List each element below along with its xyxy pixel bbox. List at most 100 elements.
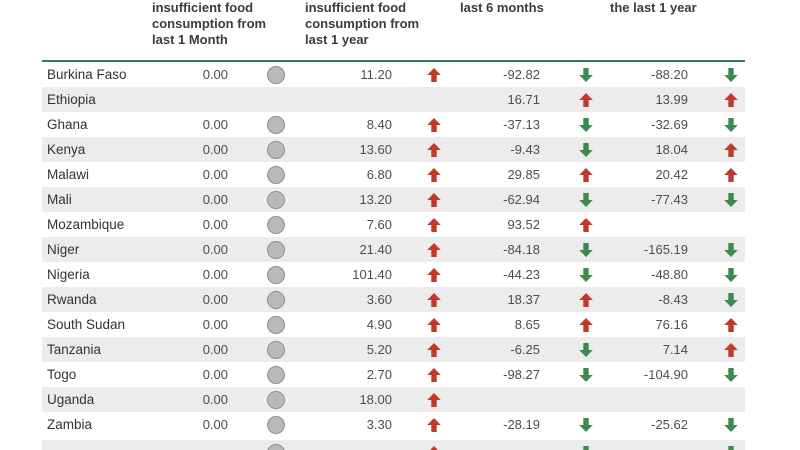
gray-circle-icon [267,415,285,434]
country-cell: Niger [47,242,80,257]
trend-icon-cell [688,317,745,333]
gray-circle-icon [267,443,285,450]
value-cell-last-year: 18.00 [359,392,392,407]
gray-circle-icon [267,265,285,284]
trend-icon-cell [228,215,324,234]
trend-icon-cell [228,443,324,450]
value-cell-6-months: -6.25 [510,342,540,357]
trend-icon-cell [392,445,476,450]
trend-icon-cell [392,67,476,83]
table-row: Mozambique 0.00 7.60 93.52 [42,212,745,237]
value-cell-1-year: -8.43 [658,292,688,307]
green-down-arrow-icon [723,417,739,433]
table-row: Tanzania 0.00 5.20 -6.25 7.14 [42,337,745,362]
country-cell: Ethiopia [47,92,96,107]
red-up-arrow-icon [426,445,442,450]
trend-icon-cell [540,445,632,450]
value-cell-last-year: 3.60 [366,292,392,307]
value-cell-last-month: 0.00 [202,292,228,307]
value-cell-1-year: 13.99 [655,92,688,107]
table-row: Burkina Faso 0.00 11.20 -92.82 -88.20 [42,62,745,87]
country-cell: South Sudan [47,317,126,332]
green-down-arrow-icon [723,267,739,283]
green-down-arrow-icon [578,117,594,133]
value-cell-1-year: 7.14 [662,342,688,357]
gray-circle-icon [267,240,285,259]
value-cell-6-months: 93.52 [507,217,540,232]
trend-icon-cell [688,292,745,308]
country-cell: Kenya [47,142,86,157]
country-cell: Nigeria [47,267,90,282]
red-up-arrow-icon [723,142,739,158]
red-up-arrow-icon [578,317,594,333]
value-cell-1-year: -48.80 [651,267,688,282]
trend-icon-cell [392,292,476,308]
value-cell-last-month: 0.00 [202,217,228,232]
red-up-arrow-icon [426,267,442,283]
red-up-arrow-icon [426,142,442,158]
country-cell: Mozambique [47,217,125,232]
value-cell-last-month: 0.00 [202,392,228,407]
value-cell-last-month: 0.00 [202,242,228,257]
value-cell-1-year: -165.19 [643,242,688,257]
value-cell-last-month: 0.00 [202,367,228,382]
table-row-partial [42,440,745,450]
red-up-arrow-icon [578,167,594,183]
gray-circle-icon [267,315,285,334]
gray-circle-icon [267,390,285,409]
trend-icon-cell [688,117,745,133]
value-cell-1-year: -88.20 [651,67,688,82]
trend-icon-cell [688,445,745,450]
value-cell-6-months: -9.43 [510,142,540,157]
trend-icon-cell [228,340,324,359]
table-body: Burkina Faso 0.00 11.20 -92.82 -88.20 Ethiopi… [42,62,745,450]
trend-icon-cell [540,192,632,208]
value-cell-last-year: 11.20 [360,67,392,82]
green-down-arrow-icon [578,342,594,358]
red-up-arrow-icon [426,217,442,233]
country-cell: Rwanda [47,292,97,307]
trend-icon-cell [688,417,745,433]
table-row: Kenya 0.00 13.60 -9.43 18.04 [42,137,745,162]
green-down-arrow-icon [723,67,739,83]
trend-icon-cell [540,292,632,308]
country-cell: Mali [47,192,72,207]
country-cell: Uganda [47,392,95,407]
red-up-arrow-icon [723,92,739,108]
value-cell-last-year: 5.20 [366,342,392,357]
trend-icon-cell [540,242,632,258]
table-row: Togo 0.00 2.70 -98.27 -104.90 [42,362,745,387]
value-cell-last-year: 2.70 [366,367,392,382]
country-cell: Tanzania [47,342,102,357]
gray-circle-icon [267,365,285,384]
green-down-arrow-icon [723,367,739,383]
red-up-arrow-icon [426,342,442,358]
trend-icon-cell [228,390,324,409]
value-cell-last-month: 0.00 [202,317,228,332]
trend-icon-cell [228,115,324,134]
trend-icon-cell [392,142,476,158]
trend-icon-cell [228,315,324,334]
red-up-arrow-icon [426,367,442,383]
red-up-arrow-icon [426,117,442,133]
red-up-arrow-icon [426,292,442,308]
gray-circle-icon [267,190,285,209]
value-cell-last-month: 0.00 [202,192,228,207]
trend-icon-cell [392,392,476,408]
red-up-arrow-icon [426,317,442,333]
value-cell-6-months: -98.27 [503,367,540,382]
trend-icon-cell [540,342,632,358]
trend-icon-cell [540,67,632,83]
value-cell-6-months: 29.85 [507,167,540,182]
trend-icon-cell [540,317,632,333]
red-up-arrow-icon [426,242,442,258]
trend-icon-cell [688,367,745,383]
green-down-arrow-icon [578,192,594,208]
trend-icon-cell [392,242,476,258]
green-down-arrow-icon [578,267,594,283]
red-up-arrow-icon [723,167,739,183]
column-header-insufficient-food-last-month: insufficient food consumption from last … [152,0,267,47]
value-cell-6-months: -28.19 [503,417,540,432]
value-cell-last-month: 0.00 [202,117,228,132]
table-row: Uganda 0.00 18.00 [42,387,745,412]
